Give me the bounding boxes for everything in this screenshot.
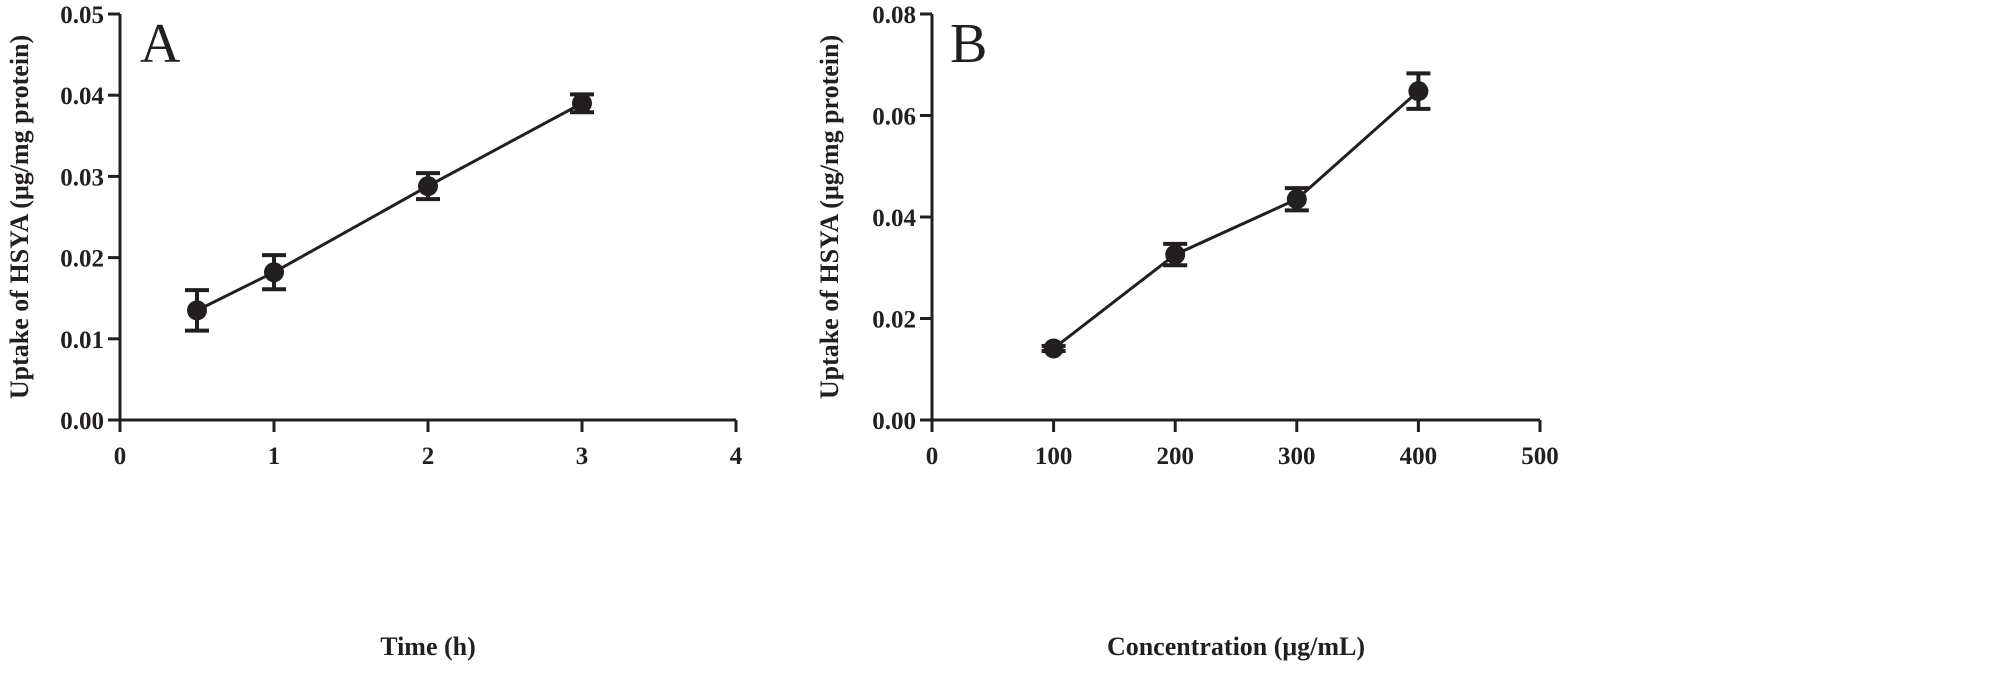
x-axis-title: Concentration (μg/mL) — [1107, 632, 1365, 661]
data-point — [1286, 189, 1307, 210]
x-tick-label: 0 — [926, 443, 939, 470]
x-tick-label: 0 — [114, 443, 127, 470]
y-tick-label: 0.02 — [60, 246, 104, 273]
series-line — [1052, 89, 1420, 350]
y-tick-label: 0.00 — [872, 408, 916, 435]
y-tick-label: 0.03 — [60, 164, 104, 191]
data-point — [418, 176, 438, 197]
data-point — [187, 300, 207, 321]
panel-label: B — [950, 13, 987, 75]
y-tick-label: 0.01 — [60, 327, 104, 354]
y-tick-label: 0.05 — [60, 2, 104, 29]
x-tick-label: 4 — [730, 443, 743, 470]
x-tick-label: 400 — [1400, 443, 1438, 470]
x-tick-label: 1 — [268, 443, 281, 470]
data-point — [1043, 338, 1064, 359]
y-tick-label: 0.06 — [872, 104, 916, 131]
x-axis-title: Time (h) — [380, 632, 476, 661]
y-tick-label: 0.04 — [872, 205, 916, 232]
x-tick-label: 100 — [1035, 443, 1073, 470]
panel-label: A — [140, 13, 181, 75]
y-tick-label: 0.00 — [60, 408, 104, 435]
data-point — [1408, 81, 1429, 102]
series-line — [196, 101, 583, 312]
y-axis-title: Uptake of HSYA (μg/mg protein) — [5, 35, 34, 399]
y-tick-label: 0.02 — [872, 307, 916, 334]
x-tick-label: 500 — [1521, 443, 1559, 470]
x-tick-label: 3 — [576, 443, 589, 470]
y-axis-title: Uptake of HSYA (μg/mg protein) — [815, 35, 844, 399]
panel-b: 0.00 0.02 0.04 0.06 0.08 0 100 200 300 400 500 Conc… — [815, 2, 1559, 661]
x-tick-label: 2 — [422, 443, 435, 470]
data-point — [572, 93, 592, 114]
x-tick-label: 200 — [1156, 443, 1194, 470]
y-tick-label: 0.04 — [60, 83, 104, 110]
y-tick-label: 0.08 — [872, 2, 916, 29]
data-point — [1165, 244, 1186, 265]
panel-a: 0.00 0.01 0.02 0.03 0.04 0.05 0 1 2 3 4 Time (h) Upt… — [5, 2, 743, 661]
x-tick-label: 300 — [1278, 443, 1316, 470]
data-point — [264, 262, 284, 283]
